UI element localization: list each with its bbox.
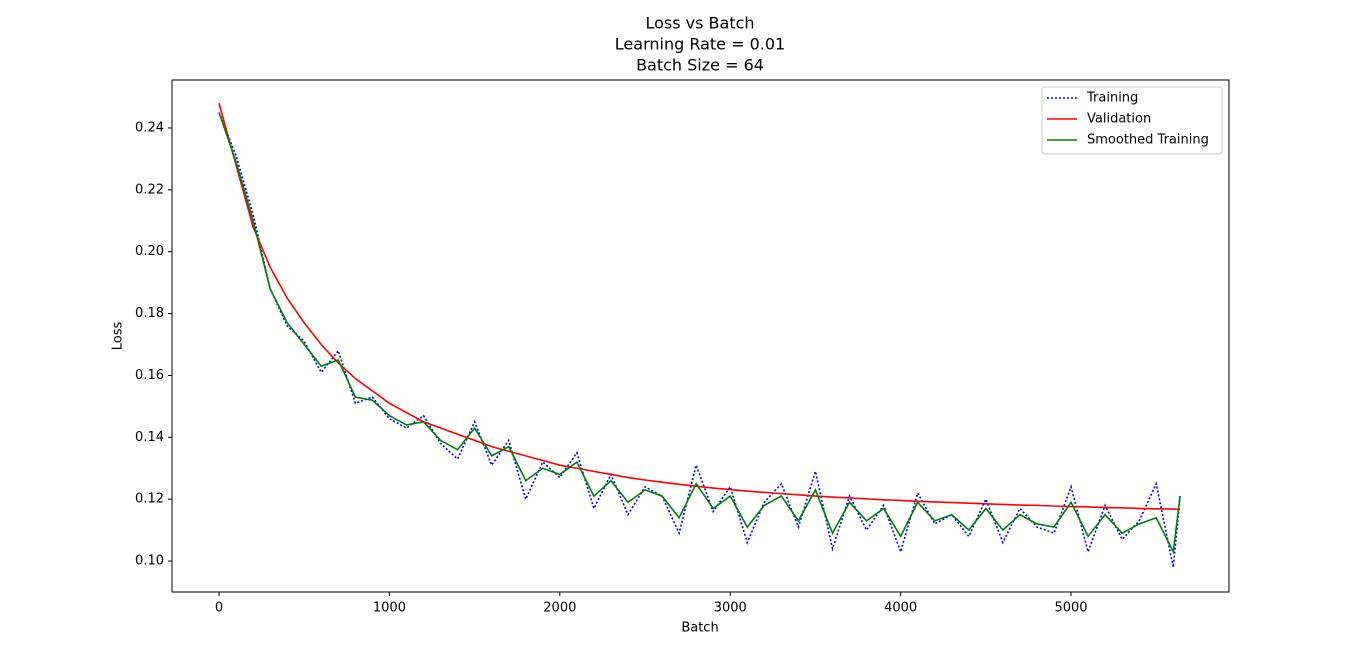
series-line [218,112,1181,555]
plot-frame [171,79,1230,593]
chart-subtitle: Learning Rate = 0.01 [615,35,785,54]
x-tick-label: 0 [215,601,223,616]
x-tick-label: 4000 [884,601,917,616]
x-tick-label: 3000 [714,601,747,616]
legend-label: Validation [1087,112,1151,127]
y-tick-label: 0.20 [135,244,164,259]
legend-label: Smoothed Training [1087,133,1209,148]
legend-label: Training [1086,91,1138,106]
x-tick-label: 5000 [1054,601,1087,616]
y-tick-label: 0.24 [135,120,164,135]
y-tick-label: 0.18 [135,306,164,321]
series-line [218,102,1181,511]
y-tick-label: 0.10 [135,554,164,569]
chart-title: Loss vs Batch [645,14,754,33]
y-tick-label: 0.12 [135,492,164,507]
y-axis-label: Loss [111,322,126,351]
chart-subtitle: Batch Size = 64 [636,56,764,75]
y-tick-label: 0.14 [135,430,164,445]
legend-box [1041,86,1223,155]
x-tick-label: 1000 [373,601,406,616]
x-axis-label: Batch [681,621,718,636]
x-tick-label: 2000 [543,601,576,616]
series-line [218,112,1181,568]
y-tick-label: 0.16 [135,368,164,383]
y-tick-label: 0.22 [135,182,164,197]
